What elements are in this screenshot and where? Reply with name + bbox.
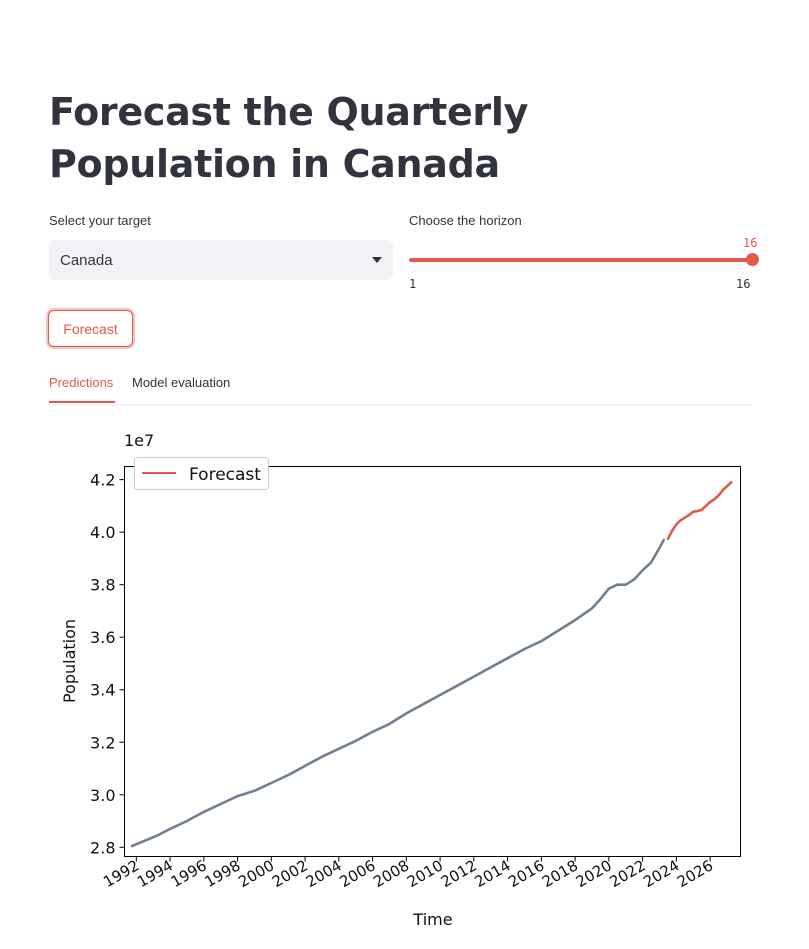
horizon-slider-track[interactable] — [409, 258, 753, 262]
horizon-slider-value: 16 — [743, 236, 758, 250]
history-series-line — [130, 538, 666, 848]
horizon-slider-thumb[interactable] — [746, 253, 759, 266]
legend-box — [134, 457, 269, 490]
population-chart: 2.8 3.0 3.2 3.4 3.6 3.8 4.0 4.2 199219941996199… — [60, 431, 741, 929]
y-axis-offset-label: 1e7 — [124, 431, 154, 450]
y-tick-label: 3.8 — [90, 576, 115, 595]
chart-series — [130, 480, 733, 848]
forecast-series-line — [666, 480, 733, 540]
y-axis: 2.8 3.0 3.2 3.4 3.6 3.8 4.0 4.2 — [90, 471, 125, 857]
y-tick-label: 3.0 — [90, 786, 115, 805]
horizon-slider-max: 16 — [736, 277, 751, 291]
chart-legend: Forecast — [134, 457, 269, 490]
target-select-value: Canada — [60, 252, 113, 269]
tab-bar: Predictions Model evaluation — [49, 370, 753, 406]
y-tick-label: 2.8 — [90, 838, 115, 857]
y-tick-label: 3.4 — [90, 681, 115, 700]
y-tick-label: 4.2 — [90, 471, 115, 490]
y-tick-label: 3.2 — [90, 733, 115, 752]
target-select[interactable]: Canada — [49, 240, 393, 280]
forecast-button[interactable]: Forecast — [48, 310, 133, 347]
legend-label-forecast: Forecast — [189, 465, 261, 485]
horizon-slider-min: 1 — [409, 277, 417, 291]
tab-predictions[interactable]: Predictions — [49, 375, 114, 390]
active-tab-indicator — [49, 401, 115, 403]
chevron-down-icon — [372, 257, 382, 263]
y-tick-label: 4.0 — [90, 523, 115, 542]
plot-frame — [124, 466, 741, 857]
horizon-slider-label: Choose the horizon — [409, 213, 522, 228]
x-axis: 1992199419961998200020022004200620082010… — [100, 856, 716, 891]
y-axis-title: Population — [60, 619, 79, 703]
page-title: Forecast the Quarterly Population in Can… — [49, 90, 529, 186]
x-tick-label: 2026 — [674, 856, 716, 891]
tab-model-evaluation[interactable]: Model evaluation — [132, 375, 231, 390]
x-axis-title: Time — [412, 910, 452, 929]
y-tick-label: 3.6 — [90, 628, 115, 647]
target-select-label: Select your target — [49, 213, 151, 228]
